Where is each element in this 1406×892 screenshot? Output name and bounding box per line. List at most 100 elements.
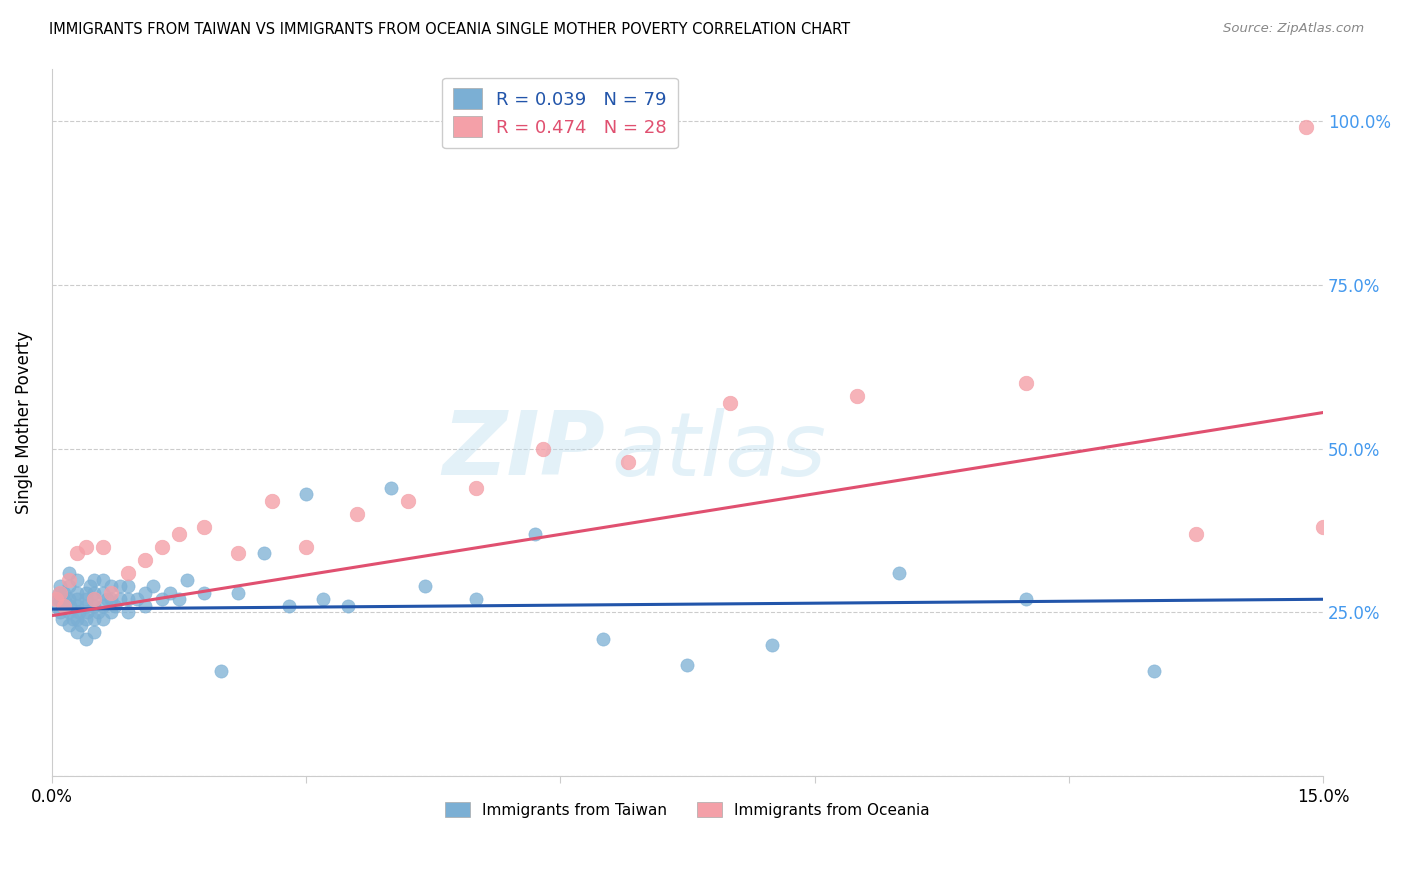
Point <box>1295 120 1317 135</box>
Point <box>134 585 156 599</box>
Point <box>62 612 84 626</box>
Point <box>337 599 360 613</box>
Point <box>262 494 284 508</box>
Text: ZIP: ZIP <box>441 407 605 494</box>
Point <box>295 487 318 501</box>
Text: Source: ZipAtlas.com: Source: ZipAtlas.com <box>1223 22 1364 36</box>
Point <box>91 612 114 626</box>
Point <box>45 592 67 607</box>
Point <box>66 546 89 560</box>
Point <box>96 592 118 607</box>
Point <box>66 612 89 626</box>
Point <box>167 592 190 607</box>
Point <box>66 585 89 599</box>
Point <box>53 585 76 599</box>
Point <box>592 632 614 646</box>
Point <box>58 566 80 580</box>
Point <box>91 599 114 613</box>
Point <box>76 606 98 620</box>
Text: IMMIGRANTS FROM TAIWAN VS IMMIGRANTS FROM OCEANIA SINGLE MOTHER POVERTY CORRELAT: IMMIGRANTS FROM TAIWAN VS IMMIGRANTS FRO… <box>49 22 851 37</box>
Point <box>1142 665 1164 679</box>
Point <box>87 606 110 620</box>
Text: atlas: atlas <box>612 408 827 493</box>
Point <box>83 599 105 613</box>
Point <box>70 618 93 632</box>
Point <box>49 585 72 599</box>
Point <box>676 657 699 672</box>
Point <box>75 592 97 607</box>
Point <box>1015 592 1038 607</box>
Point <box>66 599 89 613</box>
Point <box>108 592 131 607</box>
Point <box>49 592 72 607</box>
Point <box>117 579 139 593</box>
Point <box>1312 520 1334 534</box>
Point <box>761 638 783 652</box>
Point <box>75 599 97 613</box>
Point <box>49 579 72 593</box>
Point <box>83 592 105 607</box>
Point <box>134 599 156 613</box>
Point <box>117 592 139 607</box>
Point <box>75 612 97 626</box>
Point <box>312 592 335 607</box>
Y-axis label: Single Mother Poverty: Single Mother Poverty <box>15 331 32 514</box>
Point <box>91 540 114 554</box>
Point <box>889 566 911 580</box>
Point <box>278 599 301 613</box>
Point <box>253 546 276 560</box>
Point <box>150 540 173 554</box>
Point <box>413 579 436 593</box>
Point <box>718 395 741 409</box>
Point <box>117 606 139 620</box>
Point <box>75 632 97 646</box>
Point <box>464 481 486 495</box>
Point <box>52 599 75 613</box>
Point <box>134 553 156 567</box>
Point <box>193 585 215 599</box>
Point <box>125 592 148 607</box>
Point <box>167 526 190 541</box>
Point <box>193 520 215 534</box>
Point <box>380 481 402 495</box>
Point <box>108 579 131 593</box>
Point <box>58 618 80 632</box>
Point <box>295 540 318 554</box>
Point <box>48 585 70 599</box>
Point <box>66 592 89 607</box>
Point <box>46 592 69 607</box>
Point <box>159 585 181 599</box>
Point <box>142 579 165 593</box>
Point <box>846 389 869 403</box>
Point <box>91 573 114 587</box>
Point <box>226 546 249 560</box>
Point <box>1015 376 1038 390</box>
Point <box>66 625 89 640</box>
Point <box>66 573 89 587</box>
Point <box>83 573 105 587</box>
Point <box>117 566 139 580</box>
Point <box>209 665 232 679</box>
Point <box>531 442 554 456</box>
Point <box>67 606 90 620</box>
Point <box>75 540 97 554</box>
Point <box>83 592 105 607</box>
Point <box>58 606 80 620</box>
Point <box>58 579 80 593</box>
Point <box>59 599 82 613</box>
Point <box>523 526 546 541</box>
Point <box>226 585 249 599</box>
Point <box>45 599 67 613</box>
Point <box>617 455 640 469</box>
Point <box>100 585 122 599</box>
Point <box>396 494 419 508</box>
Point <box>83 625 105 640</box>
Point <box>150 592 173 607</box>
Point <box>100 592 122 607</box>
Point <box>104 599 127 613</box>
Point <box>83 612 105 626</box>
Point <box>1185 526 1208 541</box>
Point <box>49 606 72 620</box>
Point <box>346 507 368 521</box>
Point <box>176 573 198 587</box>
